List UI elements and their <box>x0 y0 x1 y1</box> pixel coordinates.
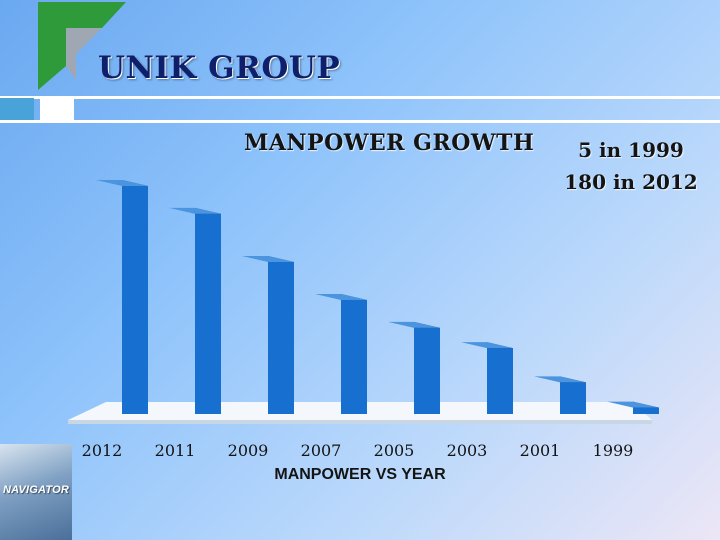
header-accent-block <box>0 98 34 120</box>
x-tick-label: 2001 <box>520 441 561 460</box>
bar-2003 <box>487 348 513 414</box>
bar-top-2005 <box>388 321 440 328</box>
x-axis-title: MANPOWER VS YEAR <box>274 466 446 483</box>
bar-top-1999 <box>607 401 659 408</box>
bar-top-2012 <box>96 180 148 186</box>
bar-2005 <box>414 327 440 414</box>
unik-group-logo <box>38 2 126 90</box>
x-tick-label: 2003 <box>447 441 488 460</box>
header-accent-block-white <box>40 98 74 120</box>
bar-top-2009 <box>242 256 294 262</box>
bar-top-2003 <box>461 342 513 349</box>
x-tick-label: 1999 <box>593 441 634 460</box>
header-rule-bottom <box>0 120 720 123</box>
stat-start: 5 in 1999 <box>578 138 684 162</box>
bar-2007 <box>341 300 367 414</box>
navigator-logo: NAVIGATOR <box>0 444 72 540</box>
bar-2001 <box>560 382 586 414</box>
bar-top-2001 <box>534 376 586 383</box>
bar-top-2011 <box>169 207 221 214</box>
chart-title: MANPOWER GROWTH <box>244 130 535 156</box>
bar-2011 <box>195 213 221 414</box>
chart-floor-edge <box>68 420 652 424</box>
navigator-logo-text: NAVIGATOR <box>3 484 69 496</box>
x-tick-label: 2011 <box>155 441 196 460</box>
bar-2012 <box>122 186 148 414</box>
x-tick-label: 2005 <box>374 441 415 460</box>
bar-2009 <box>268 262 294 414</box>
bar-top-2007 <box>315 294 367 300</box>
x-tick-label: 2012 <box>82 441 123 460</box>
x-tick-label: 2007 <box>301 441 342 460</box>
brand-title: UNIK GROUP <box>98 50 341 86</box>
manpower-bar-chart: 2012 2011 2009 2007 2005 2003 2001 1999 <box>68 180 659 460</box>
bar-1999 <box>633 407 659 414</box>
x-tick-label: 2009 <box>228 441 269 460</box>
header-rule-top <box>0 96 720 99</box>
stat-current: 180 in 2012 <box>564 170 698 194</box>
